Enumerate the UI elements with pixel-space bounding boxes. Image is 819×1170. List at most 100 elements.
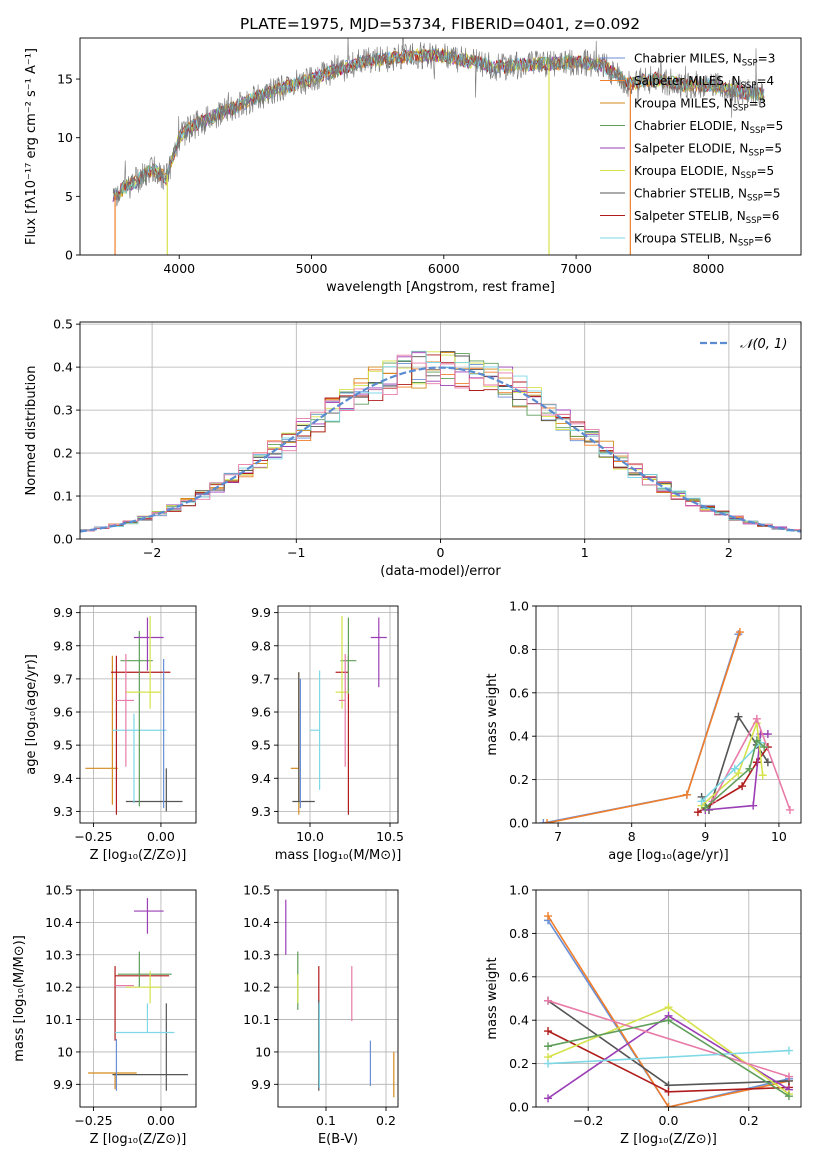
y-tick-label: 10.5 bbox=[45, 883, 73, 898]
x-tick-label: 6000 bbox=[428, 261, 460, 276]
y-tick-label: 5 bbox=[65, 189, 73, 204]
y-tick-label: 0.6 bbox=[509, 685, 529, 700]
x-axis-label: age [log₁₀(age/yr)] bbox=[608, 848, 729, 863]
data-point bbox=[735, 628, 744, 637]
data-point bbox=[760, 743, 769, 752]
y-tick-label: 10.3 bbox=[45, 947, 73, 962]
y-axis-label: mass [log₁₀(M/M⊙)] bbox=[12, 935, 27, 1062]
x-tick-label: 1 bbox=[581, 545, 589, 560]
data-point bbox=[763, 730, 772, 739]
legend-entry: Kroupa ELODIE, NSSP=5 bbox=[634, 164, 774, 181]
y-tick-label: 9.8 bbox=[251, 638, 271, 653]
x-tick-label: 0.00 bbox=[147, 829, 175, 844]
x-tick-label: 5000 bbox=[296, 261, 328, 276]
data-point bbox=[664, 1087, 673, 1096]
x-tick-label: 2 bbox=[725, 545, 733, 560]
axes-frame bbox=[277, 605, 399, 824]
y-tick-label: 10 bbox=[255, 1044, 271, 1059]
x-tick-label: 7000 bbox=[560, 261, 592, 276]
y-tick-label: 10 bbox=[57, 130, 73, 145]
y-tick-label: 0.6 bbox=[509, 969, 529, 984]
y-tick-label: 15 bbox=[57, 72, 73, 87]
x-tick-label: −2 bbox=[143, 545, 161, 560]
y-tick-label: 0.0 bbox=[509, 1100, 529, 1115]
chart-mass-vs-ebv: 0.1 0.2 9.9 10 10.1 10.2 10.3 10.4 10.5 E(B-V) bbox=[243, 883, 399, 1147]
axes-frame bbox=[79, 605, 197, 824]
x-tick-label: 0.2 bbox=[376, 1113, 396, 1128]
y-tick-label: 10.1 bbox=[45, 1012, 73, 1027]
chart-age-vs-Z: −0.25 0.00 9.3 9.4 9.5 9.6 9.7 9.8 9.9 Z [log₁₀(Z… bbox=[24, 605, 197, 863]
legend-entry: Chabrier ELODIE, NSSP=5 bbox=[634, 119, 783, 136]
plot-area bbox=[285, 899, 395, 1098]
data-point bbox=[749, 801, 758, 810]
x-axis-label: E(B-V) bbox=[318, 1132, 358, 1147]
y-tick-label: 0 bbox=[65, 248, 73, 263]
y-tick-label: 9.4 bbox=[53, 771, 73, 786]
y-tick-label: 9.7 bbox=[251, 671, 271, 686]
y-axis-label: Normed distribution bbox=[24, 366, 39, 496]
axes-frame bbox=[535, 605, 802, 824]
histogram-step bbox=[80, 354, 801, 532]
plot-area bbox=[112, 38, 765, 255]
data-point bbox=[784, 1046, 793, 1055]
x-axis-label: Z [log₁₀(Z/Z⊙)] bbox=[620, 1132, 717, 1147]
series-line bbox=[704, 739, 765, 809]
data-point bbox=[544, 996, 553, 1005]
y-tick-label: 10.4 bbox=[45, 915, 73, 930]
plot-area bbox=[88, 898, 188, 1091]
y-tick-label: 10.2 bbox=[45, 980, 73, 995]
data-point bbox=[784, 1072, 793, 1081]
legend: 𝒩(0, 1) bbox=[700, 337, 787, 352]
series-line bbox=[547, 1049, 790, 1065]
y-tick-label: 9.9 bbox=[251, 605, 271, 620]
data-point bbox=[738, 782, 747, 791]
x-tick-label: 0.2 bbox=[739, 1113, 759, 1128]
y-tick-label: 0.2 bbox=[509, 772, 529, 787]
y-axis-label: age [log₁₀(age/yr)] bbox=[24, 654, 39, 775]
data-point bbox=[734, 712, 743, 721]
data-point bbox=[544, 912, 553, 921]
chart-mass-vs-Z: −0.25 0.00 9.9 10 10.1 10.2 10.3 10.4 10.5 Z [log… bbox=[12, 883, 197, 1147]
legend-entry: Kroupa STELIB, NSSP=6 bbox=[634, 232, 772, 249]
data-point bbox=[745, 764, 754, 773]
x-tick-label: 9 bbox=[701, 829, 709, 844]
legend-entry: Chabrier MILES, NSSP=3 bbox=[634, 52, 775, 69]
legend: Chabrier MILES, NSSP=3 Salpeter MILES, NS… bbox=[600, 52, 783, 249]
data-point bbox=[701, 803, 710, 812]
data-point bbox=[763, 758, 772, 767]
plot-area bbox=[80, 350, 801, 533]
figure-title: PLATE=1975, MJD=53734, FIBERID=0401, z=0… bbox=[240, 15, 640, 33]
x-tick-label: 8000 bbox=[692, 261, 724, 276]
x-axis-label: Z [log₁₀(Z/Z⊙)] bbox=[90, 848, 187, 863]
y-tick-label: 10.2 bbox=[243, 980, 271, 995]
chart-weight-vs-Z: −0.2 0.0 0.2 0.0 0.2 0.4 0.6 0.8 1.0 Z [log₁₀(Z/Z… bbox=[485, 883, 802, 1147]
data-point bbox=[752, 736, 761, 745]
x-axis-label: Z [log₁₀(Z/Z⊙)] bbox=[90, 1132, 187, 1147]
x-tick-label: 0.00 bbox=[147, 1113, 175, 1128]
data-point bbox=[544, 1042, 553, 1051]
y-tick-label: 1.0 bbox=[509, 599, 529, 614]
legend-entry: 𝒩(0, 1) bbox=[740, 337, 787, 352]
data-point bbox=[544, 1059, 553, 1068]
y-tick-label: 9.9 bbox=[251, 1077, 271, 1092]
y-tick-label: 10.4 bbox=[243, 915, 271, 930]
data-point bbox=[752, 714, 761, 723]
y-tick-label: 9.6 bbox=[251, 705, 271, 720]
y-tick-label: 0.8 bbox=[509, 642, 529, 657]
y-tick-label: 9.3 bbox=[251, 804, 271, 819]
x-tick-label: −0.2 bbox=[573, 1113, 603, 1128]
y-tick-label: 0.8 bbox=[509, 926, 529, 941]
data-point bbox=[539, 819, 548, 823]
model-spectrum-line bbox=[112, 48, 765, 199]
axes-frame bbox=[79, 37, 802, 256]
axes-frame bbox=[277, 889, 399, 1108]
data-point bbox=[730, 764, 739, 773]
y-tick-label: 0.2 bbox=[53, 446, 73, 461]
data-point bbox=[693, 808, 702, 817]
y-tick-label: 9.7 bbox=[53, 671, 73, 686]
y-tick-label: 10.5 bbox=[243, 883, 271, 898]
data-point bbox=[543, 819, 552, 823]
x-tick-label: −0.25 bbox=[74, 829, 112, 844]
legend-entry: Chabrier STELIB, NSSP=5 bbox=[634, 187, 781, 204]
